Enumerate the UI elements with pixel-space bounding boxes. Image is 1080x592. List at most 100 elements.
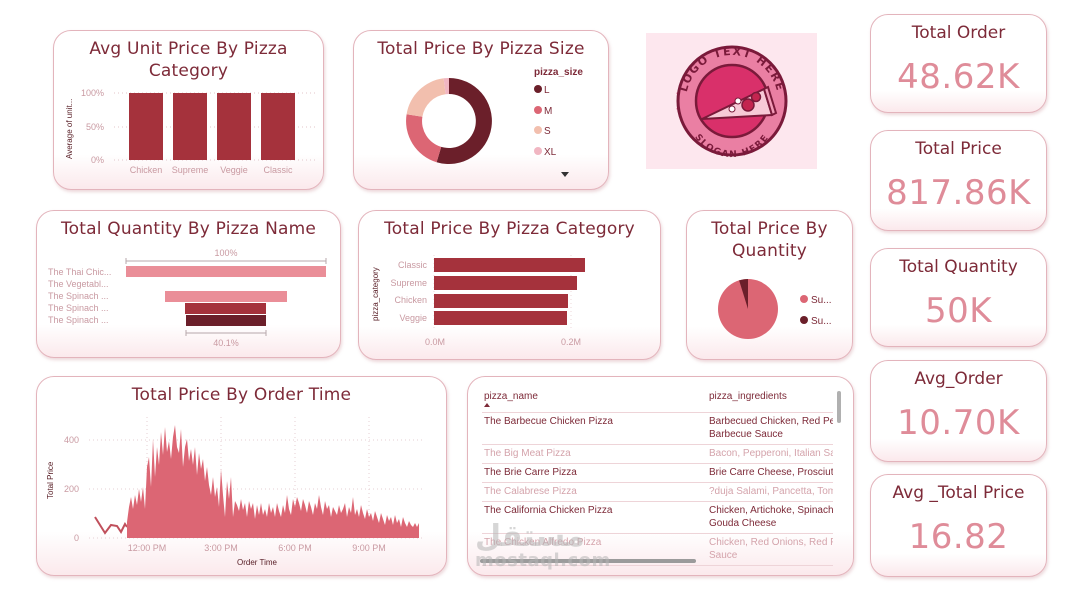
title-line1: Total Price By bbox=[711, 219, 828, 239]
qty-by-name-card[interactable]: Total Quantity By Pizza Name 100% The Th… bbox=[36, 210, 341, 358]
column-header-pizza-name[interactable]: pizza_name bbox=[484, 391, 538, 402]
bar-supreme[interactable] bbox=[173, 93, 207, 160]
svg-text:M: M bbox=[544, 106, 552, 117]
price-by-category-card[interactable]: Total Price By Pizza Category pizza_cate… bbox=[358, 210, 661, 360]
kpi-avg-order[interactable]: Avg_Order 10.70K bbox=[870, 360, 1047, 462]
bar-classic[interactable] bbox=[434, 258, 585, 272]
cell-ingredients: ?duja Salami, Pancetta, Tomatoes bbox=[709, 486, 833, 497]
price-by-size-title: Total Price By Pizza Size bbox=[377, 39, 585, 59]
y-tick: 0 bbox=[74, 533, 79, 543]
funnel-label: The Spinach ... bbox=[48, 291, 109, 301]
bar-chicken[interactable] bbox=[129, 93, 163, 160]
kpi-value: 16.82 bbox=[908, 517, 1009, 557]
donut-slice-xl[interactable] bbox=[443, 77, 449, 95]
price-by-size-donut: pizza_size L M S XL bbox=[406, 67, 583, 177]
table-row[interactable]: The Chicken Alfredo Pizza Chicken, Red O… bbox=[482, 534, 833, 566]
funnel-bar[interactable] bbox=[185, 303, 266, 314]
kpi-value: 817.86K bbox=[886, 173, 1031, 213]
y-tick: 400 bbox=[64, 435, 79, 445]
sort-ascending-icon bbox=[484, 403, 490, 407]
table-row[interactable]: The Barbecue Chicken Pizza Barbecued Chi… bbox=[482, 413, 833, 445]
price-by-time-chart: Total Price 400 200 0 12:00 PM 3:00 PM 6… bbox=[46, 417, 425, 567]
title-line2: Category bbox=[148, 61, 229, 81]
vertical-scrollbar[interactable] bbox=[837, 391, 841, 423]
price-by-time-card[interactable]: Total Price By Order Time Total Price 40… bbox=[36, 376, 447, 576]
table-row[interactable]: The Calabrese Pizza ?duja Salami, Pancet… bbox=[482, 483, 833, 502]
funnel-bar[interactable] bbox=[165, 291, 287, 302]
bar-supreme[interactable] bbox=[434, 276, 577, 290]
funnel-bar[interactable] bbox=[126, 266, 326, 277]
legend-title: pizza_size bbox=[534, 67, 583, 78]
kpi-label: Total Order bbox=[911, 23, 1006, 43]
kpi-value: 50K bbox=[924, 291, 993, 331]
legend-item-l[interactable]: L bbox=[534, 85, 550, 96]
bottom-percent: 40.1% bbox=[213, 338, 239, 348]
price-by-quantity-card[interactable]: Total Price By Quantity Su... Su... bbox=[686, 210, 853, 360]
title-line2: Quantity bbox=[731, 241, 808, 261]
funnel-label: The Spinach ... bbox=[48, 315, 109, 325]
y-tick: 200 bbox=[64, 484, 79, 494]
legend-item-s[interactable]: S bbox=[534, 126, 551, 137]
kpi-label: Total Price bbox=[915, 139, 1002, 159]
svg-text:L: L bbox=[544, 85, 550, 96]
svg-text:Su...: Su... bbox=[811, 316, 832, 327]
bar-classic[interactable] bbox=[261, 93, 295, 160]
kpi-label: Avg_Order bbox=[914, 369, 1003, 389]
x-tick: Supreme bbox=[172, 165, 209, 175]
kpi-total-order[interactable]: Total Order 48.62K bbox=[870, 14, 1047, 113]
pie-slice-2[interactable] bbox=[739, 279, 748, 309]
column-header-pizza-ingredients[interactable]: pizza_ingredients bbox=[709, 391, 787, 402]
x-axis-label: Order Time bbox=[237, 558, 278, 567]
legend-item-m[interactable]: M bbox=[534, 106, 552, 117]
early-line[interactable] bbox=[94, 516, 128, 535]
table-row[interactable]: The California Chicken Pizza Chicken, Ar… bbox=[482, 502, 833, 534]
donut-slice-m[interactable] bbox=[406, 114, 442, 163]
x-tick: 0.0M bbox=[425, 337, 445, 347]
bar-chicken[interactable] bbox=[434, 294, 568, 308]
y-tick: Veggie bbox=[399, 313, 427, 323]
x-tick: Veggie bbox=[220, 165, 248, 175]
x-tick: Chicken bbox=[130, 165, 163, 175]
funnel-label: The Spinach ... bbox=[48, 303, 109, 313]
kpi-avg-total-price[interactable]: Avg _Total Price 16.82 bbox=[870, 474, 1047, 577]
logo: LOGO TEXT HERE SLOGAN HERE bbox=[646, 33, 817, 169]
table-row[interactable]: The Big Meat Pizza Bacon, Pepperoni, Ita… bbox=[482, 445, 833, 464]
bar-veggie[interactable] bbox=[217, 93, 251, 160]
kpi-label: Avg _Total Price bbox=[892, 483, 1025, 503]
cell-pizza-name: The Brie Carre Pizza bbox=[484, 467, 577, 478]
x-tick: 6:00 PM bbox=[278, 543, 312, 553]
pizza-table: pizza_name pizza_ingredients The Barbecu… bbox=[482, 387, 833, 566]
avg-unit-price-chart: Average of unit... 100% 50% 0% Chicken S… bbox=[65, 88, 316, 175]
price-by-size-card[interactable]: Total Price By Pizza Size pizza_size L M… bbox=[353, 30, 609, 190]
top-percent: 100% bbox=[214, 248, 237, 258]
x-tick: 3:00 PM bbox=[204, 543, 238, 553]
cell-ingredients: Chicken, Red Onions, Red Peppers,Sauce bbox=[709, 537, 833, 561]
legend-scroll-down-icon[interactable] bbox=[561, 172, 569, 177]
qty-by-name-title: Total Quantity By Pizza Name bbox=[60, 219, 317, 239]
y-tick: 100% bbox=[81, 88, 104, 98]
pizza-table-card[interactable]: pizza_name pizza_ingredients The Barbecu… bbox=[467, 376, 854, 576]
legend-item-1[interactable]: Su... bbox=[800, 295, 832, 306]
bar-veggie[interactable] bbox=[434, 311, 567, 325]
legend-item-2[interactable]: Su... bbox=[800, 316, 832, 327]
svg-text:Su...: Su... bbox=[811, 295, 832, 306]
price-area[interactable] bbox=[127, 425, 419, 538]
kpi-total-quantity[interactable]: Total Quantity 50K bbox=[870, 248, 1047, 347]
pizza-logo-icon: LOGO TEXT HERE SLOGAN HERE bbox=[676, 45, 788, 160]
donut-slice-l[interactable] bbox=[436, 78, 492, 164]
cell-pizza-name: The Calabrese Pizza bbox=[484, 486, 577, 497]
donut-slice-s[interactable] bbox=[406, 78, 446, 117]
funnel-label: The Thai Chic... bbox=[48, 267, 111, 277]
funnel-bar[interactable] bbox=[186, 315, 266, 326]
avg-unit-price-card[interactable]: Avg Unit Price By Pizza Category Average… bbox=[53, 30, 324, 190]
table-row[interactable]: The Brie Carre Pizza Brie Carre Cheese, … bbox=[482, 464, 833, 483]
cell-pizza-name: The California Chicken Pizza bbox=[484, 505, 613, 516]
price-by-category-chart: pizza_category Classic Supreme Chicken V… bbox=[371, 255, 585, 347]
horizontal-scrollbar[interactable] bbox=[480, 559, 696, 563]
cell-ingredients: Bacon, Pepperoni, Italian Sausage bbox=[709, 448, 833, 459]
price-by-quantity-pie: Su... Su... bbox=[718, 279, 832, 339]
kpi-total-price[interactable]: Total Price 817.86K bbox=[870, 130, 1047, 231]
legend-item-xl[interactable]: XL bbox=[534, 147, 557, 158]
y-tick: 0% bbox=[91, 155, 104, 165]
y-tick: Classic bbox=[398, 260, 428, 270]
